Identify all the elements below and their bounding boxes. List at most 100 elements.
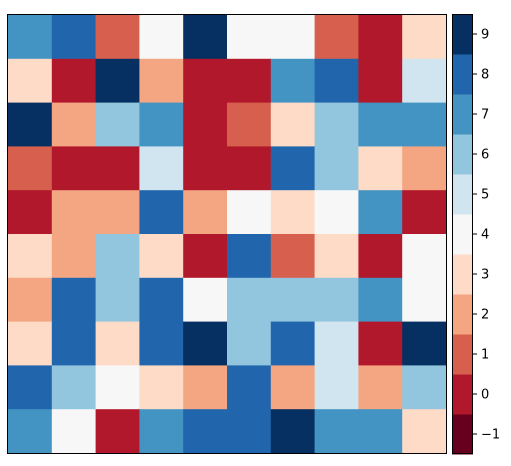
heatmap-cell-r5-c3 [139, 234, 184, 279]
heatmap-cell-r4-c5 [227, 190, 272, 235]
colorbar: −1 0 1 2 3 4 5 6 7 8 9 [452, 14, 500, 455]
colorbar-segment-8 [452, 54, 473, 95]
heatmap-cell-r1-c6 [270, 58, 316, 104]
heatmap-cell-r4-c7 [314, 190, 359, 235]
heatmap-cell-r9-c4 [183, 409, 228, 454]
heatmap-cell-r2-c4 [183, 102, 228, 147]
heatmap-cell-r6-c9 [402, 277, 447, 323]
heatmap-cell-r5-c6 [270, 234, 316, 279]
heatmap-frame [7, 14, 447, 454]
heatmap-cell-r7-c8 [358, 321, 403, 366]
heatmap-cell-r0-c2 [95, 15, 140, 60]
heatmap-cell-r2-c1 [51, 102, 97, 147]
heatmap-cell-r2-c7 [314, 102, 359, 147]
heatmap-cell-r9-c3 [139, 409, 184, 454]
heatmap-cell-r0-c3 [139, 15, 184, 60]
heatmap-cell-r3-c4 [183, 146, 228, 191]
heatmap-cell-r9-c8 [358, 409, 403, 454]
colorbar-tick-label: 4 [481, 228, 489, 243]
heatmap-cell-r3-c0 [8, 146, 53, 191]
heatmap-cell-r7-c7 [314, 321, 359, 366]
colorbar-segment-6 [452, 134, 473, 175]
heatmap-cell-r8-c0 [8, 365, 53, 410]
heatmap-cell-r2-c3 [139, 102, 184, 147]
heatmap-cell-r6-c8 [358, 277, 403, 323]
heatmap-cell-r2-c8 [358, 102, 403, 147]
heatmap-cell-r6-c6 [270, 277, 316, 323]
colorbar-segment-1 [452, 334, 473, 375]
heatmap-cell-r2-c9 [402, 102, 447, 147]
heatmap-cell-r7-c4 [183, 321, 228, 366]
heatmap-cell-r1-c1 [51, 58, 97, 104]
heatmap-cell-r7-c3 [139, 321, 184, 366]
heatmap-cell-r1-c4 [183, 58, 228, 104]
heatmap-cell-r5-c5 [227, 234, 272, 279]
colorbar-tick-label: 7 [481, 108, 489, 123]
heatmap-cell-r4-c0 [8, 190, 53, 235]
heatmap-cell-r6-c1 [51, 277, 97, 323]
heatmap-cell-r3-c6 [270, 146, 316, 191]
heatmap-cell-r8-c6 [270, 365, 316, 410]
heatmap-cell-r2-c5 [227, 102, 272, 147]
heatmap-cell-r6-c3 [139, 277, 184, 323]
colorbar-tick-label: 8 [481, 68, 489, 83]
heatmap-cell-r0-c1 [51, 15, 97, 60]
heatmap-cell-r5-c2 [95, 234, 140, 279]
heatmap-cell-r3-c9 [402, 146, 447, 191]
heatmap-cell-r3-c2 [95, 146, 140, 191]
colorbar-segment-2 [452, 294, 473, 335]
heatmap-cell-r1-c7 [314, 58, 359, 104]
heatmap-cell-r4-c8 [358, 190, 403, 235]
heatmap-cell-r8-c4 [183, 365, 228, 410]
heatmap-cell-r8-c7 [314, 365, 359, 410]
heatmap-cell-r4-c9 [402, 190, 447, 235]
colorbar-tick-label: 6 [481, 148, 489, 163]
heatmap-cell-r8-c5 [227, 365, 272, 410]
heatmap-cell-r4-c4 [183, 190, 228, 235]
heatmap-cell-r5-c1 [51, 234, 97, 279]
colorbar-frame [452, 14, 473, 454]
heatmap-cell-r9-c7 [314, 409, 359, 454]
heatmap-cell-r1-c9 [402, 58, 447, 104]
heatmap-cell-r9-c9 [402, 409, 447, 454]
heatmap-cell-r2-c2 [95, 102, 140, 147]
heatmap-cell-r8-c8 [358, 365, 403, 410]
heatmap-cell-r8-c2 [95, 365, 140, 410]
heatmap-cell-r8-c9 [402, 365, 447, 410]
heatmap-cells [8, 15, 447, 454]
heatmap-cell-r6-c4 [183, 277, 228, 323]
heatmap-cell-r3-c1 [51, 146, 97, 191]
colorbar-segment-4 [452, 214, 473, 255]
heatmap-cell-r1-c2 [95, 58, 140, 104]
heatmap-cell-r3-c8 [358, 146, 403, 191]
heatmap-cell-r9-c6 [270, 409, 316, 454]
heatmap-cell-r9-c2 [95, 409, 140, 454]
colorbar-tick-label: 5 [481, 188, 489, 203]
heatmap-cell-r9-c1 [51, 409, 97, 454]
heatmap-cell-r6-c5 [227, 277, 272, 323]
heatmap-cell-r5-c8 [358, 234, 403, 279]
heatmap-cell-r5-c9 [402, 234, 447, 279]
heatmap-cell-r9-c0 [8, 409, 53, 454]
heatmap-cell-r8-c3 [139, 365, 184, 410]
heatmap-cell-r4-c6 [270, 190, 316, 235]
heatmap-cell-r8-c1 [51, 365, 97, 410]
heatmap-cell-r6-c2 [95, 277, 140, 323]
heatmap-cell-r0-c4 [183, 15, 228, 60]
colorbar-segment-7 [452, 94, 473, 135]
heatmap-cell-r3-c5 [227, 146, 272, 191]
heatmap-cell-r7-c2 [95, 321, 140, 366]
heatmap-cell-r1-c5 [227, 58, 272, 104]
colorbar-tick-label: 2 [481, 308, 489, 323]
heatmap-cell-r5-c7 [314, 234, 359, 279]
heatmap-cell-r6-c7 [314, 277, 359, 323]
heatmap-cell-r4-c1 [51, 190, 97, 235]
heatmap-cell-r5-c4 [183, 234, 228, 279]
heatmap-cell-r0-c8 [358, 15, 403, 60]
heatmap-cell-r0-c6 [270, 15, 316, 60]
heatmap-cell-r6-c0 [8, 277, 53, 323]
heatmap-cell-r0-c5 [227, 15, 272, 60]
colorbar-tick-label: 1 [481, 348, 489, 363]
heatmap-cell-r0-c7 [314, 15, 359, 60]
